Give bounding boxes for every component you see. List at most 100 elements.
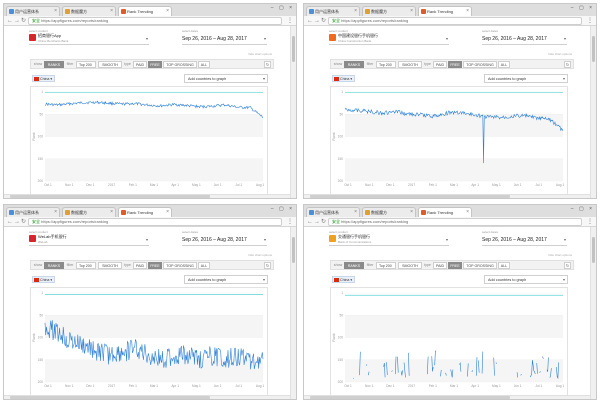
tab-close-icon[interactable]: ×: [354, 8, 357, 14]
smooth-toggle[interactable]: SMOOTH: [398, 262, 422, 269]
hide-chart-options-link[interactable]: hide chart options: [548, 253, 572, 257]
refresh-icon[interactable]: ↻: [564, 61, 571, 68]
all-toggle[interactable]: ALL: [498, 61, 510, 68]
date-range-select[interactable]: Sep 26, 2016 – Aug 28, 2017 ▾: [182, 234, 267, 246]
horizontal-scrollbar[interactable]: [304, 194, 590, 198]
add-countries-select[interactable]: Add countries to graph ▾: [484, 275, 568, 284]
tab-0[interactable]: 用户运营体系 ×: [306, 6, 360, 16]
url-input[interactable]: 安全 https://appfigures.com/reports/rankin…: [28, 218, 282, 226]
top-filter-select[interactable]: Top 200: [76, 262, 96, 269]
add-countries-select[interactable]: Add countries to graph ▾: [184, 74, 268, 83]
tab-2[interactable]: Rank Trending ×: [418, 6, 472, 16]
free-toggle[interactable]: FREE: [148, 262, 162, 269]
chevron-down-icon[interactable]: ▾: [563, 237, 566, 242]
all-toggle[interactable]: ALL: [498, 262, 510, 269]
tab-close-icon[interactable]: ×: [466, 209, 469, 215]
window-controls-icon[interactable]: – ▢ ×: [270, 206, 294, 212]
smooth-toggle[interactable]: SMOOTH: [398, 61, 422, 68]
country-tag[interactable]: China ▾: [32, 75, 56, 82]
chevron-down-icon[interactable]: ▾: [262, 76, 265, 81]
hide-chart-options-link[interactable]: hide chart options: [548, 52, 572, 56]
ranks-toggle[interactable]: RANKS: [44, 61, 64, 68]
chevron-down-icon[interactable]: ▾: [145, 36, 148, 41]
tab-close-icon[interactable]: ×: [110, 209, 113, 215]
forward-icon[interactable]: →: [14, 18, 20, 24]
paid-toggle[interactable]: PAID: [133, 262, 147, 269]
tab-1[interactable]: 数据魔方 ×: [62, 6, 116, 16]
scroll-thumb[interactable]: [592, 36, 595, 62]
tab-close-icon[interactable]: ×: [54, 209, 57, 215]
scroll-thumb[interactable]: [310, 195, 510, 198]
url-input[interactable]: 安全 https://appfigures.com/reports/rankin…: [328, 17, 582, 25]
forward-icon[interactable]: →: [14, 219, 20, 225]
back-icon[interactable]: ←: [307, 18, 313, 24]
chevron-down-icon[interactable]: ▾: [263, 36, 266, 41]
product-select[interactable]: 交通银行手机银行 Bank of Communications ▾: [329, 234, 449, 246]
tab-1[interactable]: 数据魔方 ×: [362, 6, 416, 16]
paid-toggle[interactable]: PAID: [433, 61, 447, 68]
product-select[interactable]: 中国建设银行手机银行 China Construction Bank ▾: [329, 33, 449, 45]
browser-menu-icon[interactable]: ⋮: [287, 18, 293, 24]
vertical-scrollbar[interactable]: [590, 26, 596, 198]
tab-close-icon[interactable]: ×: [466, 8, 469, 14]
chevron-down-icon[interactable]: ▾: [145, 237, 148, 242]
free-toggle[interactable]: FREE: [448, 262, 462, 269]
tab-2[interactable]: Rank Trending ×: [118, 6, 172, 16]
tab-0[interactable]: 用户运营体系 ×: [6, 6, 60, 16]
ranks-toggle[interactable]: RANKS: [344, 61, 364, 68]
vertical-scrollbar[interactable]: [290, 26, 296, 198]
tab-0[interactable]: 用户运营体系 ×: [6, 207, 60, 217]
smooth-toggle[interactable]: SMOOTH: [98, 61, 122, 68]
country-tag[interactable]: China ▾: [332, 276, 356, 283]
forward-icon[interactable]: →: [314, 219, 320, 225]
reload-icon[interactable]: ↻: [321, 18, 327, 24]
refresh-icon[interactable]: ↻: [264, 262, 271, 269]
smooth-toggle[interactable]: SMOOTH: [98, 262, 122, 269]
country-tag[interactable]: China ▾: [32, 276, 56, 283]
window-controls-icon[interactable]: – ▢ ×: [570, 5, 594, 11]
tab-1[interactable]: 数据魔方 ×: [62, 207, 116, 217]
paid-toggle[interactable]: PAID: [433, 262, 447, 269]
ranks-toggle[interactable]: RANKS: [44, 262, 64, 269]
url-input[interactable]: 安全 https://appfigures.com/reports/rankin…: [28, 17, 282, 25]
horizontal-scrollbar[interactable]: [4, 194, 290, 198]
free-toggle[interactable]: FREE: [448, 61, 462, 68]
back-icon[interactable]: ←: [7, 219, 13, 225]
tab-close-icon[interactable]: ×: [410, 8, 413, 14]
product-select[interactable]: 招商银行App China Merchants Bank ▾: [29, 33, 149, 45]
ranks-toggle[interactable]: RANKS: [344, 262, 364, 269]
top-filter-select[interactable]: Top 200: [376, 262, 396, 269]
chevron-down-icon[interactable]: ▾: [445, 237, 448, 242]
top-grossing-toggle[interactable]: TOP GROSSING: [463, 61, 497, 68]
horizontal-scrollbar[interactable]: [4, 395, 290, 399]
reload-icon[interactable]: ↻: [21, 219, 27, 225]
add-countries-select[interactable]: Add countries to graph ▾: [184, 275, 268, 284]
chevron-down-icon[interactable]: ▾: [563, 36, 566, 41]
top-filter-select[interactable]: Top 200: [376, 61, 396, 68]
tab-close-icon[interactable]: ×: [354, 209, 357, 215]
hide-chart-options-link[interactable]: hide chart options: [248, 52, 272, 56]
vertical-scrollbar[interactable]: [590, 227, 596, 399]
window-controls-icon[interactable]: – ▢ ×: [270, 5, 294, 11]
reload-icon[interactable]: ↻: [21, 18, 27, 24]
back-icon[interactable]: ←: [7, 18, 13, 24]
all-toggle[interactable]: ALL: [198, 61, 210, 68]
scroll-thumb[interactable]: [10, 396, 210, 399]
date-range-select[interactable]: Sep 26, 2016 – Aug 28, 2017 ▾: [182, 33, 267, 45]
free-toggle[interactable]: FREE: [148, 61, 162, 68]
top-grossing-toggle[interactable]: TOP GROSSING: [163, 61, 197, 68]
tab-1[interactable]: 数据魔方 ×: [362, 207, 416, 217]
vertical-scrollbar[interactable]: [290, 227, 296, 399]
scroll-thumb[interactable]: [292, 36, 295, 62]
tab-2[interactable]: Rank Trending ×: [118, 207, 172, 217]
tab-2[interactable]: Rank Trending ×: [418, 207, 472, 217]
chevron-down-icon[interactable]: ▾: [445, 36, 448, 41]
product-select[interactable]: WeLab手机银行 WeLab ▾: [29, 234, 149, 246]
forward-icon[interactable]: →: [314, 18, 320, 24]
all-toggle[interactable]: ALL: [198, 262, 210, 269]
browser-menu-icon[interactable]: ⋮: [587, 219, 593, 225]
refresh-icon[interactable]: ↻: [564, 262, 571, 269]
tab-close-icon[interactable]: ×: [54, 8, 57, 14]
hide-chart-options-link[interactable]: hide chart options: [248, 253, 272, 257]
scroll-thumb[interactable]: [592, 237, 595, 263]
